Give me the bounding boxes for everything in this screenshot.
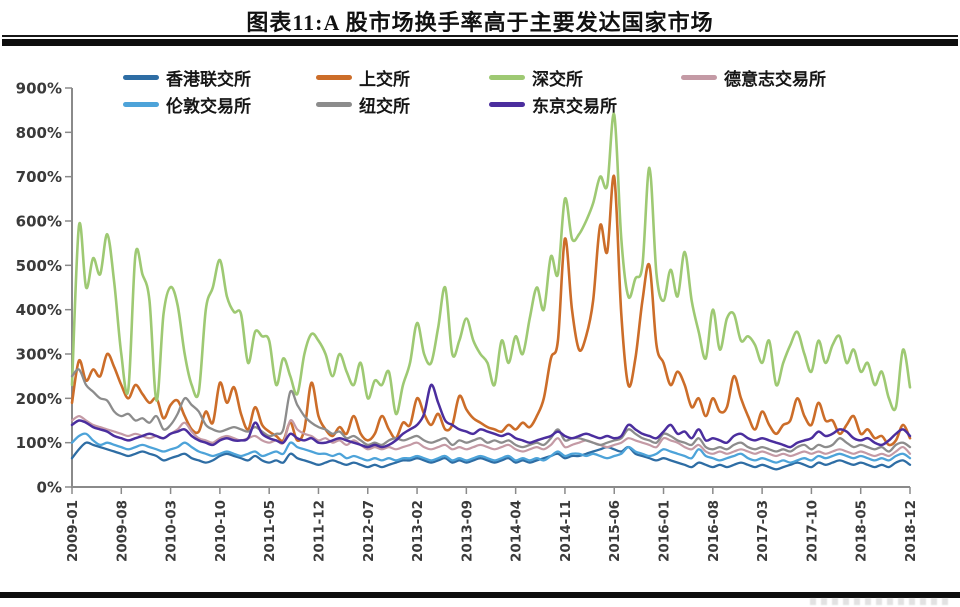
x-axis-label: 2012-07 [361, 500, 377, 562]
legend-item-szse: 深交所 [489, 66, 583, 89]
legend-swatch-deutsche-boerse [681, 74, 717, 80]
x-axis-label: 2017-03 [755, 500, 771, 562]
series-line-nyse [70, 368, 912, 453]
legend-item-sse: 上交所 [316, 66, 410, 89]
legend-item-lse: 伦敦交易所 [123, 93, 251, 116]
legend-item-hkex: 香港联交所 [123, 66, 251, 89]
x-axis-label: 2015-06 [607, 500, 623, 562]
legend-label: 纽交所 [359, 96, 410, 116]
legend-label: 伦敦交易所 [166, 96, 251, 116]
x-axis-label: 2013-09 [459, 500, 475, 562]
x-axis-label: 2010-10 [213, 500, 229, 562]
x-axis-label: 2013-02 [410, 500, 426, 562]
y-axis-label: 900% [16, 80, 62, 98]
y-axis-label: 100% [16, 434, 62, 452]
legend-swatch-lse [123, 101, 159, 107]
series-line-deutsche-boerse [70, 415, 912, 458]
top-divider [2, 35, 958, 46]
series-line-lse [70, 432, 912, 464]
series-line-hkex [70, 441, 912, 471]
x-axis-label: 2016-08 [706, 500, 722, 562]
legend-label: 德意志交易所 [724, 69, 826, 89]
legend-label: 东京交易所 [532, 96, 617, 116]
x-axis-label: 2016-01 [657, 500, 673, 562]
legend-label: 香港联交所 [166, 69, 251, 89]
legend-swatch-hkex [123, 74, 159, 80]
legend-label: 深交所 [532, 69, 583, 89]
series-line-sse [70, 174, 912, 447]
legend-swatch-tse [489, 101, 525, 107]
x-axis-label: 2010-03 [164, 500, 180, 562]
x-axis-label: 2014-04 [509, 500, 525, 562]
legend-swatch-nyse [316, 101, 352, 107]
x-axis-label: 2017-10 [804, 500, 820, 562]
y-axis-label: 400% [16, 301, 62, 319]
chart-title: 图表11:A 股市场换手率高于主要发达国家市场 [246, 10, 714, 35]
series-line-tse [70, 383, 912, 449]
x-axis-label: 2018-12 [903, 500, 919, 562]
y-axis-label: 0% [37, 479, 62, 497]
x-axis-label: 2018-05 [854, 500, 870, 562]
legend-swatch-szse [489, 74, 525, 80]
legend-label: 上交所 [359, 69, 410, 89]
y-axis-label: 500% [16, 257, 62, 275]
y-axis-label: 300% [16, 346, 62, 364]
x-axis-label: 2011-12 [311, 500, 327, 562]
x-axis-label: 2009-01 [65, 500, 81, 562]
y-axis-label: 600% [16, 213, 62, 231]
legend-item-nyse: 纽交所 [316, 93, 410, 116]
y-axis-label: 800% [16, 124, 62, 142]
x-axis-label: 2011-05 [262, 500, 278, 562]
x-axis-label: 2009-08 [114, 500, 130, 562]
series-line-szse [70, 112, 912, 416]
y-axis-label: 200% [16, 390, 62, 408]
y-axis-label: 700% [16, 168, 62, 186]
bottom-divider [0, 592, 960, 598]
legend-item-deutsche-boerse: 德意志交易所 [681, 66, 826, 89]
x-axis-label: 2014-11 [558, 500, 574, 562]
legend-item-tse: 东京交易所 [489, 93, 617, 116]
watermark-smudge [810, 598, 950, 605]
legend-swatch-sse [316, 74, 352, 80]
